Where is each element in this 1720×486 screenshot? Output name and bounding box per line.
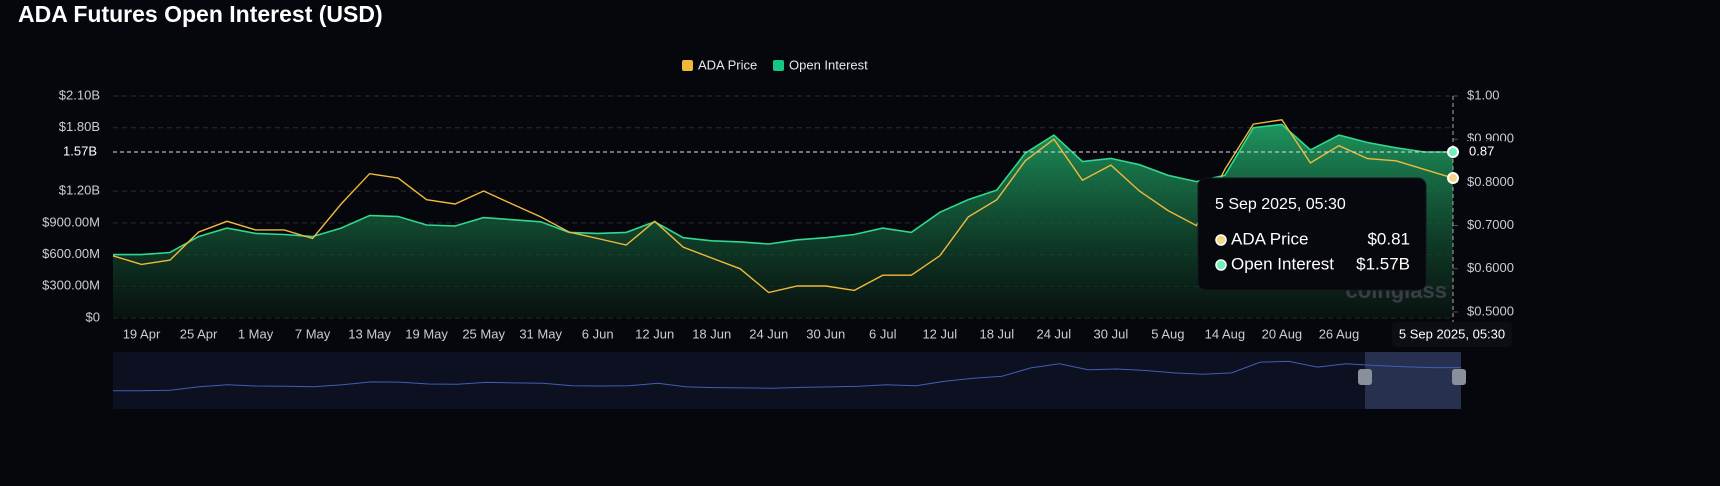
tooltip-dot [1215, 234, 1227, 246]
x-tick-label: 24 Jul [1036, 326, 1071, 341]
y-tick-label: $600.00M [42, 246, 100, 261]
x-tick-label: 7 May [295, 326, 331, 341]
y-tick-label: $300.00M [42, 278, 100, 293]
x-tick-label: 12 Jul [922, 326, 957, 341]
legend-label: ADA Price [698, 57, 757, 72]
x-tick-label: 24 Jun [749, 326, 788, 341]
tooltip-name: ADA Price [1231, 229, 1308, 248]
crosshair-y-box [50, 142, 106, 163]
x-tick-label: 26 Aug [1319, 326, 1360, 341]
crosshair-y2-label: 0.87 [1469, 144, 1494, 159]
y-tick-label: $1.20B [59, 183, 100, 198]
x-tick-label: 6 Jul [869, 326, 897, 341]
y-tick-label: $1.80B [59, 119, 100, 134]
x-tick-label: 6 Jun [582, 326, 614, 341]
x-tick-label: 18 Jul [979, 326, 1014, 341]
y-tick-label: $2.10B [59, 87, 100, 102]
legend-label: Open Interest [789, 57, 868, 72]
x-tick-label: 1 May [238, 326, 274, 341]
x-tick-label: 25 Apr [180, 326, 218, 341]
price-line [112, 119, 1454, 294]
x-tick-label: 31 May [519, 326, 562, 341]
x-tick-label: 12 Jun [635, 326, 674, 341]
y-tick-label: $900.00M [42, 214, 100, 229]
tooltip-dot [1215, 259, 1227, 271]
hover-point [1447, 172, 1459, 185]
x-tick-label: 30 Jun [806, 326, 845, 341]
y2-tick-label: $0.8000 [1467, 174, 1514, 189]
crosshair-x-box [1392, 322, 1512, 347]
x-tick-label: 30 Jul [1094, 326, 1129, 341]
legend-swatch [682, 60, 693, 71]
x-tick-label: 13 May [348, 326, 391, 341]
tooltip-value: $1.57B [1356, 254, 1410, 273]
x-tick-label: 14 Aug [1205, 326, 1246, 341]
navigator-selection[interactable] [1365, 352, 1461, 409]
oi-area [113, 124, 1453, 318]
x-tick-label: 5 Aug [1151, 326, 1184, 341]
navigator-line [113, 360, 1461, 392]
x-tick-label: 19 Apr [123, 326, 161, 341]
navigator-handle[interactable] [1452, 369, 1466, 385]
y2-tick-label: $0.5000 [1467, 303, 1514, 318]
y-tick-label: $0 [86, 309, 100, 324]
tooltip-name: Open Interest [1231, 254, 1334, 273]
x-tick-label: 18 Jun [692, 326, 731, 341]
tooltip-box [1197, 177, 1427, 291]
crosshair-x-label: 5 Sep 2025, 05:30 [1399, 326, 1505, 341]
tooltip-title: 5 Sep 2025, 05:30 [1215, 196, 1346, 213]
y2-tick-label: $0.6000 [1467, 260, 1514, 275]
crosshair-y2-box [1462, 141, 1508, 164]
hover-point [1447, 146, 1459, 159]
legend-swatch [773, 60, 784, 71]
x-tick-label: 20 Aug [1262, 326, 1303, 341]
chart-title: ADA Futures Open Interest (USD) [18, 1, 383, 27]
oi-line [113, 123, 1453, 256]
navigator [113, 352, 1461, 409]
y2-tick-label: $1.00 [1467, 87, 1500, 102]
y2-tick-label: $0.7000 [1467, 217, 1514, 232]
x-tick-label: 25 May [462, 326, 505, 341]
navigator-handle[interactable] [1358, 369, 1372, 385]
x-tick-label: 19 May [405, 326, 448, 341]
tooltip-value: $0.81 [1367, 229, 1410, 248]
crosshair-y-label: 1.57B [63, 143, 97, 158]
